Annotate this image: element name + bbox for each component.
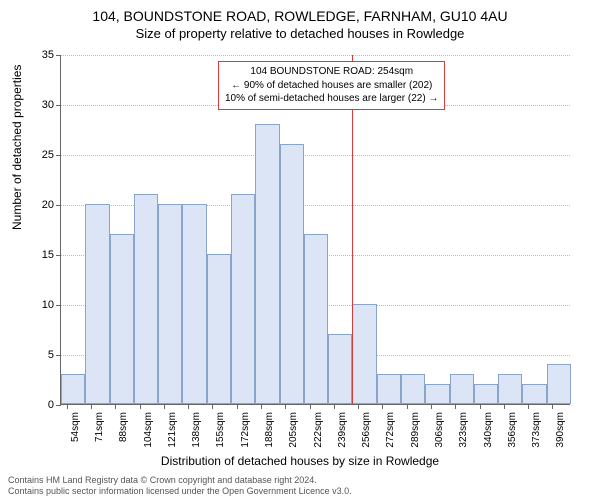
xtick-mark bbox=[212, 404, 213, 409]
xtick-mark bbox=[140, 404, 141, 409]
ytick-mark bbox=[56, 255, 61, 256]
histogram-bar bbox=[450, 374, 474, 404]
gridline bbox=[61, 55, 570, 56]
histogram-bar bbox=[158, 204, 182, 404]
xtick-label: 54sqm bbox=[70, 412, 81, 442]
footer-line2: Contains public sector information licen… bbox=[8, 486, 352, 498]
xtick-mark bbox=[358, 404, 359, 409]
xtick-mark bbox=[552, 404, 553, 409]
xtick-mark bbox=[285, 404, 286, 409]
ytick-label: 10 bbox=[24, 299, 54, 311]
histogram-bar bbox=[134, 194, 158, 404]
x-axis-label: Distribution of detached houses by size … bbox=[0, 454, 600, 468]
histogram-bar bbox=[61, 374, 85, 404]
histogram-bar bbox=[328, 334, 352, 404]
xtick-label: 340sqm bbox=[483, 412, 494, 448]
xtick-label: 88sqm bbox=[118, 412, 129, 442]
histogram-bar bbox=[207, 254, 231, 404]
histogram-bar bbox=[110, 234, 134, 404]
xtick-label: 188sqm bbox=[264, 412, 275, 448]
footer-attribution: Contains HM Land Registry data © Crown c… bbox=[8, 475, 352, 498]
xtick-label: 138sqm bbox=[191, 412, 202, 448]
gridline bbox=[61, 155, 570, 156]
chart-title-main: 104, BOUNDSTONE ROAD, ROWLEDGE, FARNHAM,… bbox=[0, 0, 600, 24]
xtick-mark bbox=[407, 404, 408, 409]
ytick-label: 30 bbox=[24, 99, 54, 111]
histogram-bar bbox=[474, 384, 498, 404]
xtick-label: 172sqm bbox=[240, 412, 251, 448]
ytick-mark bbox=[56, 355, 61, 356]
xtick-label: 104sqm bbox=[143, 412, 154, 448]
xtick-label: 272sqm bbox=[385, 412, 396, 448]
xtick-label: 121sqm bbox=[167, 412, 178, 448]
xtick-label: 222sqm bbox=[313, 412, 324, 448]
histogram-bar bbox=[304, 234, 328, 404]
xtick-label: 289sqm bbox=[410, 412, 421, 448]
xtick-mark bbox=[480, 404, 481, 409]
ytick-mark bbox=[56, 105, 61, 106]
histogram-bar bbox=[425, 384, 449, 404]
histogram-bar bbox=[85, 204, 109, 404]
xtick-mark bbox=[164, 404, 165, 409]
histogram-bar bbox=[280, 144, 304, 404]
ytick-mark bbox=[56, 305, 61, 306]
xtick-mark bbox=[528, 404, 529, 409]
ytick-label: 0 bbox=[24, 399, 54, 411]
histogram-bar bbox=[231, 194, 255, 404]
histogram-bar bbox=[255, 124, 279, 404]
xtick-mark bbox=[382, 404, 383, 409]
xtick-label: 306sqm bbox=[434, 412, 445, 448]
ytick-label: 20 bbox=[24, 199, 54, 211]
chart-container: 104, BOUNDSTONE ROAD, ROWLEDGE, FARNHAM,… bbox=[0, 0, 600, 500]
xtick-label: 239sqm bbox=[337, 412, 348, 448]
annotation-line3: 10% of semi-detached houses are larger (… bbox=[225, 92, 438, 106]
xtick-mark bbox=[91, 404, 92, 409]
xtick-label: 155sqm bbox=[215, 412, 226, 448]
annotation-box: 104 BOUNDSTONE ROAD: 254sqm ← 90% of det… bbox=[218, 61, 445, 110]
annotation-line1: 104 BOUNDSTONE ROAD: 254sqm bbox=[225, 65, 438, 79]
y-axis-label: Number of detached properties bbox=[10, 65, 24, 230]
xtick-mark bbox=[334, 404, 335, 409]
ytick-label: 35 bbox=[24, 49, 54, 61]
annotation-line2: ← 90% of detached houses are smaller (20… bbox=[225, 79, 438, 93]
xtick-label: 373sqm bbox=[531, 412, 542, 448]
ytick-label: 5 bbox=[24, 349, 54, 361]
xtick-mark bbox=[431, 404, 432, 409]
xtick-label: 390sqm bbox=[555, 412, 566, 448]
ytick-mark bbox=[56, 55, 61, 56]
chart-title-sub: Size of property relative to detached ho… bbox=[0, 24, 600, 41]
ytick-mark bbox=[56, 155, 61, 156]
histogram-bar bbox=[498, 374, 522, 404]
ytick-mark bbox=[56, 405, 61, 406]
ytick-label: 25 bbox=[24, 149, 54, 161]
histogram-bar bbox=[377, 374, 401, 404]
xtick-label: 71sqm bbox=[94, 412, 105, 442]
xtick-mark bbox=[504, 404, 505, 409]
xtick-label: 205sqm bbox=[288, 412, 299, 448]
ytick-label: 15 bbox=[24, 249, 54, 261]
xtick-mark bbox=[188, 404, 189, 409]
xtick-mark bbox=[455, 404, 456, 409]
xtick-label: 323sqm bbox=[458, 412, 469, 448]
xtick-label: 356sqm bbox=[507, 412, 518, 448]
histogram-bar bbox=[352, 304, 376, 404]
ytick-mark bbox=[56, 205, 61, 206]
xtick-mark bbox=[115, 404, 116, 409]
histogram-bar bbox=[547, 364, 571, 404]
xtick-mark bbox=[67, 404, 68, 409]
xtick-label: 256sqm bbox=[361, 412, 372, 448]
footer-line1: Contains HM Land Registry data © Crown c… bbox=[8, 475, 352, 487]
histogram-bar bbox=[522, 384, 546, 404]
histogram-bar bbox=[401, 374, 425, 404]
histogram-bar bbox=[182, 204, 206, 404]
xtick-mark bbox=[237, 404, 238, 409]
chart-area: 104 BOUNDSTONE ROAD: 254sqm ← 90% of det… bbox=[60, 55, 570, 405]
xtick-mark bbox=[310, 404, 311, 409]
xtick-mark bbox=[261, 404, 262, 409]
